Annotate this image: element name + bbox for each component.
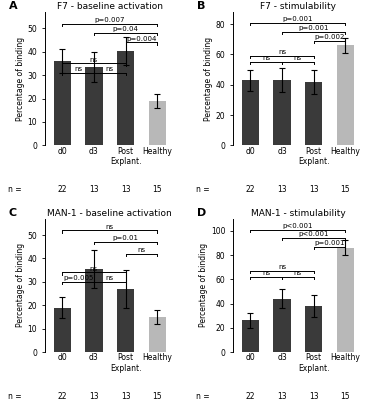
Text: p<0.001: p<0.001 [283, 223, 313, 229]
Bar [117, 50, 134, 145]
Text: ns: ns [294, 270, 302, 276]
Bar [337, 45, 354, 145]
Y-axis label: Percentage of binding: Percentage of binding [199, 243, 208, 327]
Y-axis label: Percentage of binding: Percentage of binding [204, 37, 213, 121]
Text: 13: 13 [277, 392, 287, 400]
Text: ns: ns [90, 266, 98, 272]
Text: ns: ns [90, 57, 98, 63]
Text: p=0.002: p=0.002 [315, 34, 345, 40]
Text: ns: ns [74, 66, 82, 72]
Text: B: B [197, 1, 205, 11]
Text: p<0.001: p<0.001 [298, 231, 329, 237]
Text: 15: 15 [341, 185, 350, 194]
Bar [305, 306, 322, 352]
Bar [85, 269, 102, 352]
Bar [242, 320, 259, 352]
Bar [273, 299, 291, 352]
Text: ns: ns [294, 55, 302, 61]
Title: MAN-1 - stimulability: MAN-1 - stimulability [251, 209, 345, 218]
Text: D: D [197, 208, 206, 218]
Text: 13: 13 [89, 185, 99, 194]
Text: ns: ns [106, 66, 114, 72]
Text: p=0.005: p=0.005 [63, 275, 93, 281]
Text: 13: 13 [89, 392, 99, 400]
Text: 22: 22 [246, 185, 255, 194]
Bar [148, 101, 166, 145]
Title: F7 - stimulability: F7 - stimulability [260, 2, 336, 11]
Text: p=0.007: p=0.007 [95, 17, 125, 23]
Text: 13: 13 [121, 392, 131, 400]
Text: 15: 15 [341, 392, 350, 400]
Text: 13: 13 [121, 185, 131, 194]
Text: 22: 22 [246, 392, 255, 400]
Text: p=0.001: p=0.001 [314, 240, 345, 246]
Y-axis label: Percentage of binding: Percentage of binding [16, 37, 25, 121]
Bar [53, 308, 71, 352]
Text: 22: 22 [58, 392, 67, 400]
Text: ns: ns [106, 224, 114, 230]
Text: p=0.001: p=0.001 [298, 25, 329, 31]
Text: 13: 13 [309, 392, 319, 400]
Bar [337, 248, 354, 352]
Text: n =: n = [196, 392, 210, 400]
Text: 15: 15 [153, 392, 162, 400]
Text: ns: ns [137, 247, 145, 253]
Text: p=0.01: p=0.01 [113, 235, 139, 241]
Text: ns: ns [278, 264, 286, 270]
Bar [305, 82, 322, 145]
Bar [53, 61, 71, 145]
Text: p=0.004: p=0.004 [126, 36, 157, 42]
Bar [148, 317, 166, 352]
Text: ns: ns [262, 55, 270, 61]
Text: ns: ns [262, 270, 270, 276]
Y-axis label: Percentage of binding: Percentage of binding [16, 243, 25, 327]
Text: n =: n = [196, 185, 210, 194]
Text: n =: n = [8, 185, 22, 194]
Text: 13: 13 [309, 185, 319, 194]
Text: 13: 13 [277, 185, 287, 194]
Text: p=0.001: p=0.001 [283, 16, 313, 22]
Text: ns: ns [106, 275, 114, 281]
Bar [85, 67, 102, 145]
Title: MAN-1 - baseline activation: MAN-1 - baseline activation [47, 209, 172, 218]
Bar [117, 289, 134, 352]
Text: C: C [9, 208, 17, 218]
Text: ns: ns [278, 49, 286, 55]
Bar [242, 80, 259, 145]
Title: F7 - baseline activation: F7 - baseline activation [57, 2, 163, 11]
Text: p=0.04: p=0.04 [113, 26, 138, 32]
Text: 15: 15 [153, 185, 162, 194]
Text: 22: 22 [58, 185, 67, 194]
Text: A: A [9, 1, 17, 11]
Bar [273, 80, 291, 145]
Text: n =: n = [8, 392, 22, 400]
